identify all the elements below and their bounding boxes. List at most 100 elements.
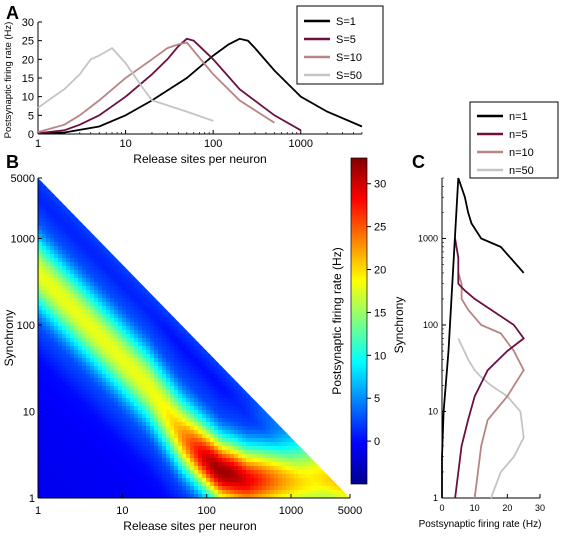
- heatmap-cell: [102, 474, 107, 479]
- heatmap-cell: [106, 354, 111, 359]
- panel-a-x-tick-label: 1000: [289, 138, 313, 150]
- heatmap-cell: [234, 430, 239, 435]
- heatmap-cell: [62, 418, 67, 423]
- heatmap-cell: [174, 458, 179, 463]
- panel-b-x-tick-label: 1000: [279, 505, 303, 517]
- heatmap-cell: [94, 298, 99, 303]
- heatmap-cell: [38, 370, 43, 375]
- heatmap-cell: [130, 274, 135, 279]
- heatmap-cell: [178, 466, 183, 471]
- heatmap-cell: [322, 482, 327, 487]
- heatmap-cell: [214, 422, 219, 427]
- heatmap-cell: [138, 338, 143, 343]
- heatmap-cell: [134, 390, 139, 395]
- heatmap-cell: [202, 450, 207, 455]
- heatmap-cell: [266, 466, 271, 471]
- heatmap-cell: [66, 306, 71, 311]
- heatmap-cell: [130, 290, 135, 295]
- heatmap-cell: [66, 482, 71, 487]
- heatmap-cell: [282, 446, 287, 451]
- heatmap-cell: [98, 250, 103, 255]
- heatmap-cell: [186, 414, 191, 419]
- heatmap-cell: [106, 418, 111, 423]
- heatmap-cell: [166, 454, 171, 459]
- heatmap-cell: [98, 334, 103, 339]
- heatmap-cell: [238, 446, 243, 451]
- heatmap-cell: [90, 466, 95, 471]
- heatmap-cell: [146, 482, 151, 487]
- heatmap-cell: [98, 382, 103, 387]
- heatmap-cell: [98, 474, 103, 479]
- heatmap-cell: [242, 462, 247, 467]
- colorbar-tick-label: 15: [374, 307, 386, 319]
- heatmap-cell: [78, 382, 83, 387]
- heatmap-cell: [194, 382, 199, 387]
- heatmap-cell: [82, 378, 87, 383]
- heatmap-cell: [146, 466, 151, 471]
- heatmap-cell: [282, 486, 287, 491]
- heatmap-cell: [90, 354, 95, 359]
- heatmap-cell: [38, 402, 43, 407]
- heatmap-cell: [286, 462, 291, 467]
- heatmap-cell: [38, 362, 43, 367]
- heatmap-cell: [58, 462, 63, 467]
- heatmap-cell: [50, 298, 55, 303]
- heatmap-cell: [150, 362, 155, 367]
- heatmap-cell: [202, 394, 207, 399]
- heatmap-cell: [54, 402, 59, 407]
- heatmap-cell: [162, 462, 167, 467]
- heatmap-cell: [122, 278, 127, 283]
- heatmap-cell: [178, 374, 183, 379]
- heatmap-cell: [38, 226, 43, 231]
- heatmap-cell: [150, 482, 155, 487]
- heatmap-cell: [142, 422, 147, 427]
- heatmap-cell: [194, 462, 199, 467]
- heatmap-cell: [150, 290, 155, 295]
- heatmap-cell: [218, 382, 223, 387]
- heatmap-cell: [42, 298, 47, 303]
- heatmap-cell: [190, 330, 195, 335]
- heatmap-cell: [146, 306, 151, 311]
- heatmap-cell: [158, 446, 163, 451]
- heatmap-cell: [102, 242, 107, 247]
- heatmap-cell: [94, 278, 99, 283]
- heatmap-cell: [150, 334, 155, 339]
- heatmap-cell: [158, 450, 163, 455]
- heatmap-cell: [102, 462, 107, 467]
- heatmap-cell: [78, 442, 83, 447]
- heatmap-cell: [270, 454, 275, 459]
- heatmap-cell: [218, 410, 223, 415]
- heatmap-cell: [50, 346, 55, 351]
- heatmap-cell: [82, 354, 87, 359]
- panel-a-series-line-S=50: [37, 46, 214, 122]
- heatmap-cell: [230, 422, 235, 427]
- heatmap-cell: [190, 474, 195, 479]
- heatmap-cell: [82, 474, 87, 479]
- heatmap-cell: [82, 446, 87, 451]
- heatmap-cell: [250, 458, 255, 463]
- heatmap-cell: [262, 438, 267, 443]
- heatmap-cell: [94, 286, 99, 291]
- heatmap-cell: [198, 414, 203, 419]
- panel-a-y-label: Postsynaptic firing rate (Hz): [3, 22, 14, 139]
- heatmap-cell: [154, 482, 159, 487]
- colorbar-tick-label: 10: [374, 350, 386, 362]
- heatmap-cell: [202, 458, 207, 463]
- heatmap-cell: [258, 446, 263, 451]
- heatmap-cell: [110, 342, 115, 347]
- heatmap-cell: [282, 458, 287, 463]
- heatmap-cell: [182, 426, 187, 431]
- heatmap-cell: [178, 470, 183, 475]
- heatmap-cell: [58, 458, 63, 463]
- heatmap-cell: [166, 306, 171, 311]
- heatmap-cell: [162, 338, 167, 343]
- heatmap-cell: [138, 366, 143, 371]
- heatmap-cell: [126, 286, 131, 291]
- heatmap-cell: [102, 282, 107, 287]
- heatmap-cell: [66, 214, 71, 219]
- heatmap-cell: [242, 406, 247, 411]
- heatmap-cell: [106, 474, 111, 479]
- heatmap-cell: [142, 318, 147, 323]
